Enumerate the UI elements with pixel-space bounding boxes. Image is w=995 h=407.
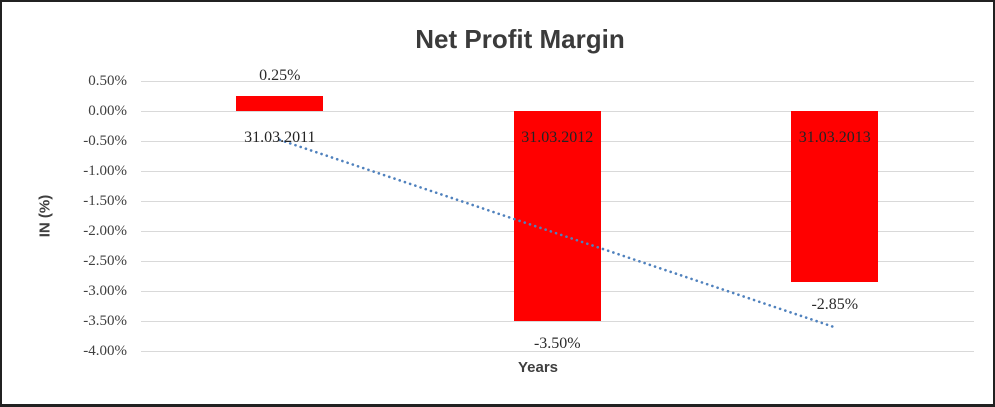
data-label: -3.50%	[533, 335, 581, 353]
y-tick-label: -1.00%	[83, 163, 127, 180]
gridline	[141, 321, 974, 323]
bar-31.03.2011	[236, 96, 324, 111]
y-tick-label: -4.00%	[83, 343, 127, 360]
y-tick-label: -0.50%	[83, 133, 127, 150]
gridline	[141, 81, 974, 82]
y-tick-label: -2.50%	[83, 253, 127, 270]
chart-title: Net Profit Margin	[415, 24, 625, 54]
y-tick-label: -2.00%	[83, 223, 127, 240]
category-label: 31.03.2013	[798, 129, 871, 146]
x-axis-title: Years	[517, 359, 559, 376]
y-tick-label: 0.50%	[88, 73, 127, 89]
gridline	[141, 351, 974, 353]
category-label: 31.03.2012	[521, 129, 594, 146]
y-tick-label: -3.50%	[83, 313, 127, 330]
data-label: 0.25%	[259, 67, 301, 84]
data-label: -2.85%	[811, 296, 859, 314]
y-tick-label: -3.00%	[83, 283, 127, 300]
y-tick-label: 0.00%	[88, 103, 127, 119]
category-label: 31.03.2011	[244, 129, 316, 146]
y-tick-label: -1.50%	[83, 193, 127, 210]
